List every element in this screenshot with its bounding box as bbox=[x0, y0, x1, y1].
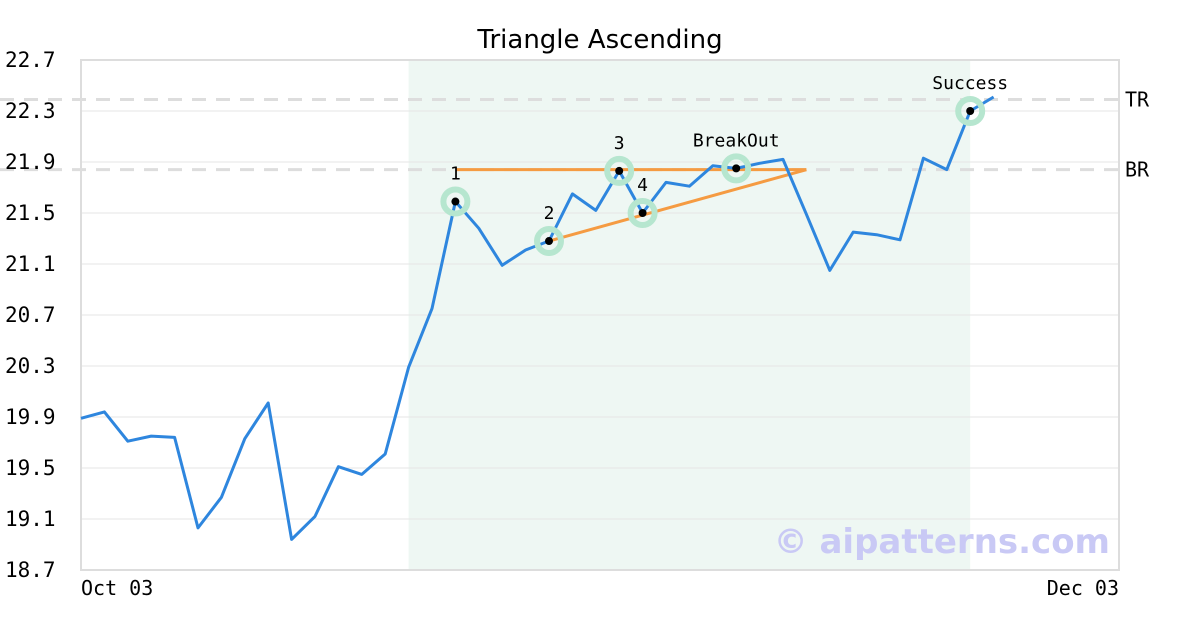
plot-frame bbox=[80, 59, 1120, 571]
pattern-point-ring-4 bbox=[627, 198, 658, 228]
pattern-label-3: 3 bbox=[614, 133, 625, 154]
y-tick-label: 18.7 bbox=[5, 558, 56, 582]
pattern-point-ring-1 bbox=[440, 186, 471, 217]
x-tick-label-end: Dec 03 bbox=[1047, 576, 1119, 600]
y-tick-label: 22.3 bbox=[5, 99, 56, 123]
pattern-point-4 bbox=[638, 209, 647, 217]
y-tick-label: 22.7 bbox=[5, 48, 56, 72]
y-tick-label: 21.5 bbox=[5, 201, 56, 225]
pattern-label-breakout: BreakOut bbox=[693, 130, 780, 151]
y-tick-label: 20.3 bbox=[5, 354, 56, 378]
triangle-support-line bbox=[548, 168, 807, 243]
y-tick-label: 21.9 bbox=[5, 150, 56, 174]
pattern-label-success: Success bbox=[932, 73, 1008, 94]
pattern-point-2 bbox=[545, 237, 553, 246]
pattern-point-1 bbox=[451, 197, 460, 206]
chart-title: Triangle Ascending bbox=[476, 25, 722, 55]
y-tick-label: 20.7 bbox=[5, 303, 56, 327]
y-tick-label: 19.1 bbox=[5, 507, 56, 531]
pattern-point-ring-3 bbox=[604, 155, 635, 186]
watermark: © aipatterns.com bbox=[774, 522, 1110, 562]
level-label-br: BR bbox=[1125, 158, 1150, 182]
pattern-point-success bbox=[966, 107, 975, 115]
pattern-point-3 bbox=[615, 166, 624, 175]
y-tick-label: 19.9 bbox=[5, 405, 56, 429]
level-label-tr: TR bbox=[1125, 88, 1150, 112]
y-tick-label: 21.1 bbox=[5, 252, 56, 276]
pattern-point-ring-success bbox=[955, 96, 986, 126]
pattern-point-ring-2 bbox=[534, 226, 564, 257]
pattern-point-breakout bbox=[732, 164, 741, 173]
pattern-point-ring-breakout bbox=[721, 153, 752, 184]
y-tick-label: 19.5 bbox=[5, 456, 56, 480]
x-tick-label-start: Oct 03 bbox=[81, 576, 153, 600]
pattern-label-4: 4 bbox=[637, 175, 648, 196]
pattern-label-1: 1 bbox=[450, 164, 461, 185]
pattern-label-2: 2 bbox=[544, 203, 555, 224]
